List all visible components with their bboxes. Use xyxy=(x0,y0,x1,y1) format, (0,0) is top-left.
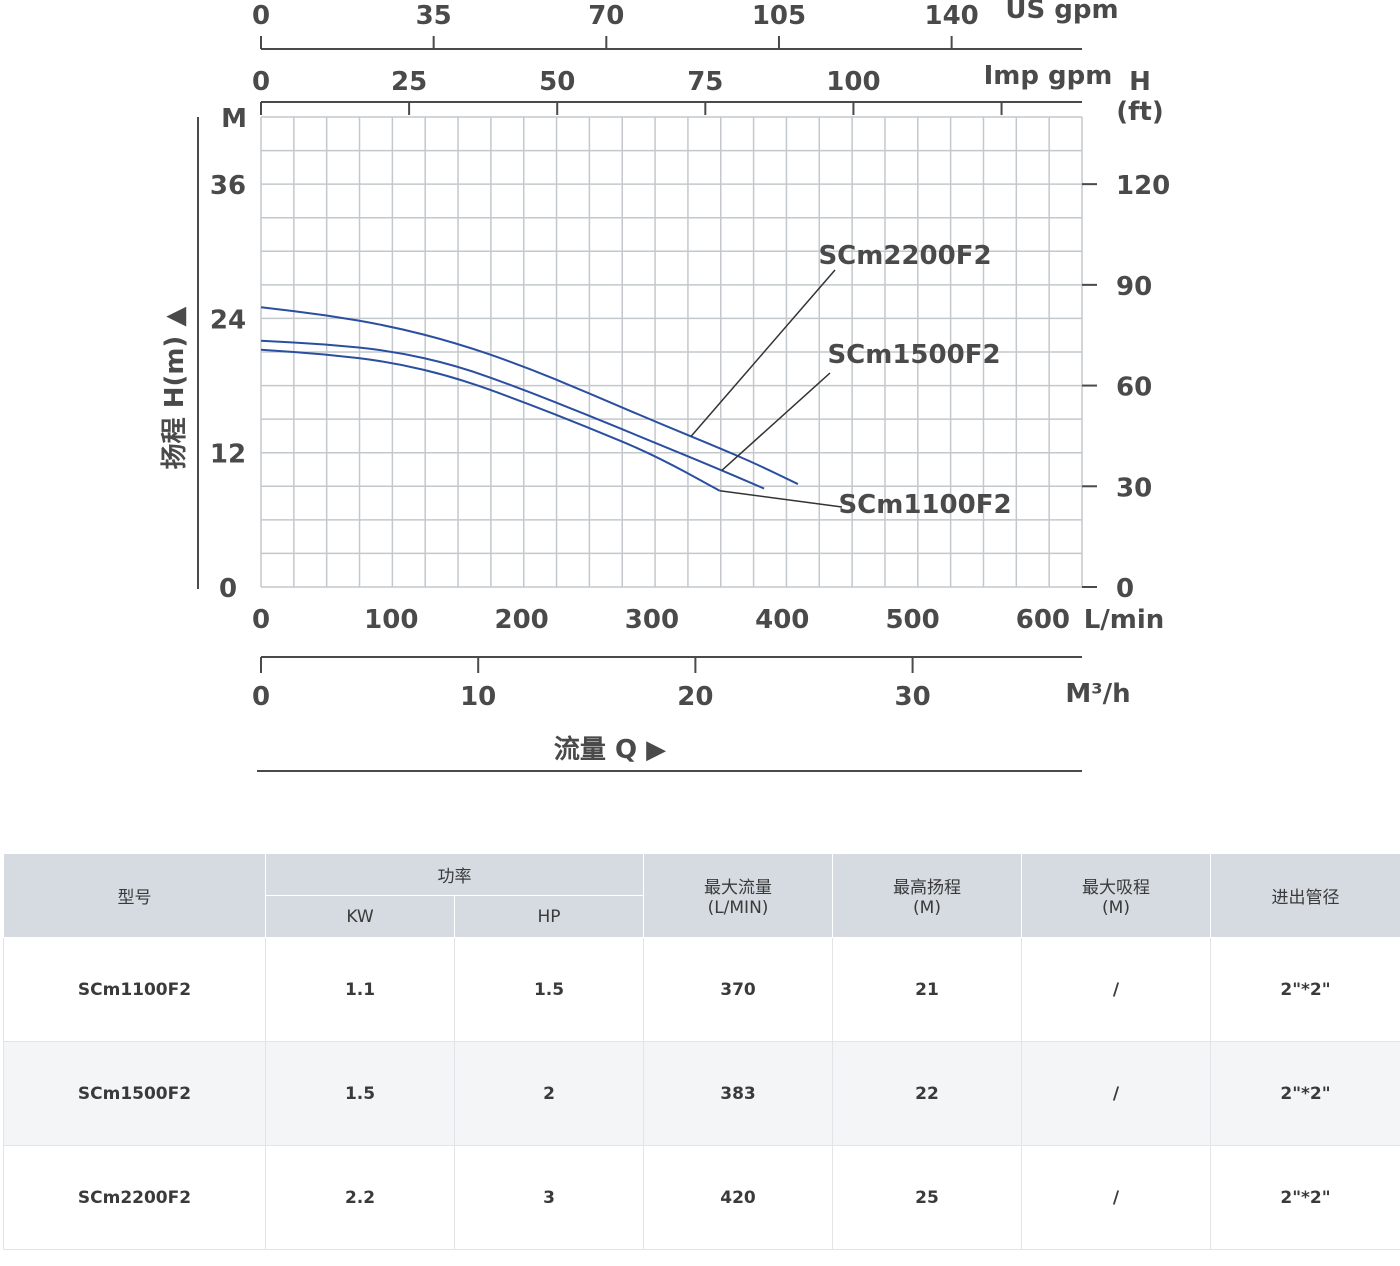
x-tick-label: 500 xyxy=(885,605,939,635)
y-unit-label: M xyxy=(221,104,247,134)
ft-tick-label: 120 xyxy=(1116,171,1170,201)
m3h-tick-label: 10 xyxy=(460,682,496,712)
m3h-unit-label: M³/h xyxy=(1065,679,1130,709)
cell-max-head: 25 xyxy=(832,1145,1022,1250)
x-tick-label: 200 xyxy=(494,605,548,635)
header-kw: KW xyxy=(265,895,455,938)
ft-tick-label: 0 xyxy=(1116,574,1134,604)
y-axis-title: 扬程 H(m) ▲ xyxy=(160,307,190,470)
y-tick-label: 12 xyxy=(210,440,246,470)
curve-SCm1100F2 xyxy=(260,348,721,492)
table-row: SCm2200F2 2.2 3 420 25 / 2"*2" xyxy=(3,1145,1400,1250)
spec-table: 型号 功率 最大流量 (L/MIN) 最高扬程 (M) 最大吸程 (M) 进出管… xyxy=(3,853,1400,1250)
cell-model: SCm1100F2 xyxy=(3,937,266,1042)
cell-pipe: 2"*2" xyxy=(1210,937,1400,1042)
leader-line-SCm1500F2 xyxy=(721,372,831,471)
x-tick-label: 600 xyxy=(1016,605,1070,635)
imp-gpm-unit-label: Imp gpm xyxy=(984,61,1113,91)
cell-max-suction: / xyxy=(1021,1145,1211,1250)
header-max-flow: 最大流量 (L/MIN) xyxy=(643,853,833,938)
x-tick-label: 300 xyxy=(625,605,679,635)
m3h-tick-label: 20 xyxy=(677,682,713,712)
ft-tick-label: 90 xyxy=(1116,272,1152,302)
ft-tick-label: 60 xyxy=(1116,373,1152,403)
ft-unit-label: H xyxy=(1129,67,1151,97)
us-gpm-tick-label: 105 xyxy=(752,1,806,31)
series-label-SCm1100F2: SCm1100F2 xyxy=(838,490,1011,520)
imp-gpm-tick-label: 0 xyxy=(252,67,270,97)
cell-hp: 1.5 xyxy=(454,937,644,1042)
cell-max-suction: / xyxy=(1021,937,1211,1042)
ft-tick-label: 30 xyxy=(1116,473,1152,503)
us-gpm-tick-label: 70 xyxy=(588,1,624,31)
series-label-SCm1500F2: SCm1500F2 xyxy=(827,340,1000,370)
curve-SCm2200F2 xyxy=(260,306,799,485)
cell-max-flow: 370 xyxy=(643,937,833,1042)
imp-gpm-tick-label: 50 xyxy=(539,67,575,97)
header-power: 功率 xyxy=(265,853,644,896)
cell-model: SCm1500F2 xyxy=(3,1041,266,1146)
imp-gpm-tick-label: 25 xyxy=(391,67,427,97)
cell-max-head: 22 xyxy=(832,1041,1022,1146)
cell-kw: 1.1 xyxy=(265,937,455,1042)
cell-max-flow: 383 xyxy=(643,1041,833,1146)
leader-line-SCm2200F2 xyxy=(690,269,836,437)
cell-max-suction: / xyxy=(1021,1041,1211,1146)
us-gpm-tick-label: 140 xyxy=(924,1,978,31)
header-model: 型号 xyxy=(3,853,266,938)
header-max-head: 最高扬程 (M) xyxy=(832,853,1022,938)
cell-pipe: 2"*2" xyxy=(1210,1041,1400,1146)
curve-SCm1500F2 xyxy=(260,339,765,490)
imp-gpm-tick-label: 100 xyxy=(826,67,880,97)
y-tick-label: 0 xyxy=(219,574,237,604)
table-row: SCm1100F2 1.1 1.5 370 21 / 2"*2" xyxy=(3,937,1400,1042)
cell-pipe: 2"*2" xyxy=(1210,1145,1400,1250)
x-tick-label: 0 xyxy=(252,605,270,635)
x-axis-title: 流量 Q ▶ xyxy=(554,735,666,765)
x-tick-label: 100 xyxy=(364,605,418,635)
x-tick-label: 400 xyxy=(755,605,809,635)
cell-max-flow: 420 xyxy=(643,1145,833,1250)
cell-max-head: 21 xyxy=(832,937,1022,1042)
table-row: SCm1500F2 1.5 2 383 22 / 2"*2" xyxy=(3,1041,1400,1146)
leader-line-SCm1100F2 xyxy=(719,490,843,508)
cell-hp: 3 xyxy=(454,1145,644,1250)
cell-model: SCm2200F2 xyxy=(3,1145,266,1250)
ft-unit-label: (ft) xyxy=(1116,97,1164,127)
series-label-SCm2200F2: SCm2200F2 xyxy=(818,241,991,271)
us-gpm-tick-label: 0 xyxy=(252,1,270,31)
m3h-tick-label: 0 xyxy=(252,682,270,712)
us-gpm-tick-label: 35 xyxy=(416,1,452,31)
header-hp: HP xyxy=(454,895,644,938)
y-tick-label: 24 xyxy=(210,305,246,335)
cell-kw: 2.2 xyxy=(265,1145,455,1250)
y-tick-label: 36 xyxy=(210,171,246,201)
header-pipe: 进出管径 xyxy=(1210,853,1400,938)
cell-hp: 2 xyxy=(454,1041,644,1146)
imp-gpm-tick-label: 75 xyxy=(687,67,723,97)
cell-kw: 1.5 xyxy=(265,1041,455,1146)
header-max-suction: 最大吸程 (M) xyxy=(1021,853,1211,938)
m3h-tick-label: 30 xyxy=(894,682,930,712)
x-unit-label: L/min xyxy=(1084,605,1165,635)
us-gpm-unit-label: US gpm xyxy=(1005,0,1118,25)
